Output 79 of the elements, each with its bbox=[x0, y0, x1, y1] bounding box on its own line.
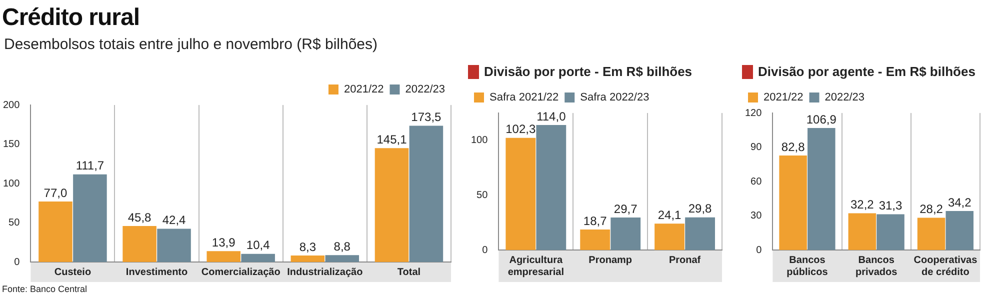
y-tick-label: 0 bbox=[756, 244, 762, 256]
bar bbox=[779, 155, 807, 250]
chart-title: Crédito rural bbox=[2, 4, 140, 32]
x-tick-label: Industrialização bbox=[287, 266, 363, 278]
y-tick-label: 100 bbox=[470, 135, 488, 146]
y-tick-label: 150 bbox=[2, 139, 20, 150]
data-label: 45,8 bbox=[128, 210, 152, 224]
bar bbox=[610, 217, 641, 250]
legend-label: 2022/23 bbox=[405, 84, 446, 96]
y-tick-label: 100 bbox=[2, 178, 20, 190]
bar bbox=[848, 213, 876, 250]
bar bbox=[536, 125, 566, 250]
data-label: 114,0 bbox=[536, 109, 566, 124]
y-tick-label: 50 bbox=[8, 218, 20, 228]
legend-label: 2021/22 bbox=[344, 84, 384, 96]
x-tick-label: Investimento bbox=[126, 266, 188, 278]
x-tick-label: Total bbox=[397, 266, 421, 278]
y-tick-label: 30 bbox=[750, 210, 762, 222]
data-label: 29,8 bbox=[688, 202, 712, 216]
data-label: 18,7 bbox=[583, 214, 608, 228]
chart-subtitle: Desembolsos totais entre julho e novembro (R$ bilhões) bbox=[4, 36, 378, 53]
bar bbox=[808, 128, 836, 250]
bar bbox=[122, 226, 156, 262]
bar bbox=[876, 214, 904, 250]
bar bbox=[38, 202, 72, 262]
legend-label: 2022/23 bbox=[824, 92, 865, 104]
legend-label: 2021/22 bbox=[764, 92, 804, 104]
bar bbox=[409, 126, 444, 262]
x-tick-label: Cooperativas de crédito bbox=[914, 254, 978, 278]
bar bbox=[506, 138, 536, 250]
bar bbox=[654, 224, 684, 250]
x-tick-label: Bancos públicos bbox=[786, 254, 828, 278]
data-label: 24,1 bbox=[658, 208, 682, 222]
data-label: 8,8 bbox=[334, 239, 351, 254]
chart-title: Divisão por porte - Em R$ bilhões bbox=[484, 64, 692, 79]
bar bbox=[325, 255, 360, 262]
x-tick-label: Custeio bbox=[54, 266, 92, 278]
x-tick-label: Bancos privados bbox=[856, 254, 898, 278]
bar bbox=[685, 217, 715, 250]
data-label: 145,1 bbox=[376, 132, 408, 146]
bar bbox=[241, 254, 275, 262]
data-label: 34,2 bbox=[948, 195, 972, 210]
x-tick-label: Comercialização bbox=[201, 266, 280, 278]
chart-title: Divisão por agente - Em R$ bilhões bbox=[758, 64, 976, 79]
bar bbox=[580, 230, 610, 250]
data-label: 77,0 bbox=[44, 186, 68, 200]
y-tick-label: 120 bbox=[744, 108, 762, 119]
y-tick-label: 50 bbox=[476, 190, 488, 201]
x-tick-label: Pronaf bbox=[668, 254, 702, 266]
legend-label: Safra 2021/22 bbox=[490, 92, 559, 104]
data-label: 32,2 bbox=[850, 198, 874, 212]
data-label: 10,4 bbox=[246, 238, 270, 252]
bar bbox=[290, 255, 325, 262]
data-label: 106,9 bbox=[806, 112, 837, 126]
x-tick-label: Agricultura empresarial bbox=[508, 254, 564, 278]
bar bbox=[73, 174, 107, 262]
data-label: 173,5 bbox=[411, 110, 442, 124]
bar bbox=[157, 228, 191, 262]
y-tick-label: 90 bbox=[750, 142, 762, 153]
legend-label: Safra 2022/23 bbox=[580, 92, 650, 104]
data-label: 102,3 bbox=[506, 122, 536, 136]
x-tick-label: Pronamp bbox=[588, 254, 632, 266]
data-label: 28,2 bbox=[920, 202, 944, 216]
data-label: 111,7 bbox=[76, 158, 104, 173]
data-label: 13,9 bbox=[212, 235, 236, 250]
data-label: 42,4 bbox=[162, 213, 186, 228]
y-tick-label: 200 bbox=[2, 100, 20, 111]
data-label: 29,7 bbox=[614, 202, 638, 216]
y-tick-label: 60 bbox=[750, 176, 762, 188]
bar bbox=[206, 251, 240, 262]
data-label: 82,8 bbox=[781, 140, 806, 154]
data-label: 31,3 bbox=[878, 198, 903, 213]
bar bbox=[946, 210, 974, 250]
bar bbox=[374, 148, 409, 262]
bar bbox=[917, 218, 946, 250]
data-label: 8,3 bbox=[299, 240, 316, 254]
source-note: Fonte: Banco Central bbox=[2, 284, 88, 294]
y-tick-label: 0 bbox=[482, 244, 488, 256]
y-tick-label: 0 bbox=[14, 256, 20, 268]
